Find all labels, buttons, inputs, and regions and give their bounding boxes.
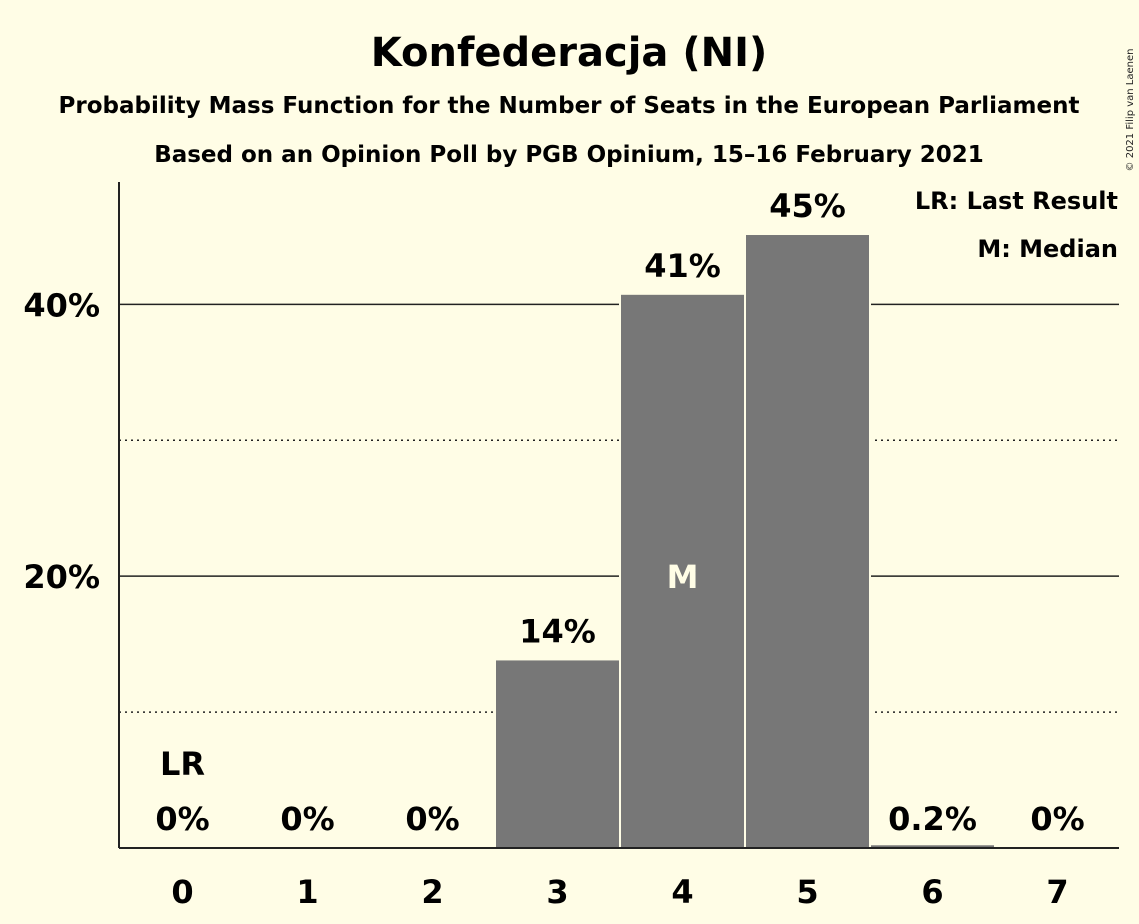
data-label-2: 0%	[405, 800, 459, 838]
bar-3	[496, 660, 619, 848]
axes	[118, 182, 1119, 849]
data-label-6: 0.2%	[888, 800, 977, 838]
data-label-4: 41%	[644, 247, 721, 285]
data-label-0: 0%	[155, 800, 209, 838]
x-tick-label-5: 5	[796, 873, 818, 911]
x-tick-label-2: 2	[421, 873, 443, 911]
copyright-notice: © 2021 Filip van Laenen	[1125, 49, 1136, 172]
x-tick-label-3: 3	[546, 873, 568, 911]
chart-subtitle: Probability Mass Function for the Number…	[59, 93, 1080, 119]
labels: 20% 40% 0% 0 LR 0% 1 0% 2 14% 3 41% 4 M 45% 5 0.2% 6 0% 7	[23, 187, 1084, 911]
bar-5	[746, 235, 869, 848]
bar-4	[621, 294, 744, 848]
bar-6	[871, 845, 994, 848]
x-tick-label-4: 4	[671, 873, 693, 911]
data-label-1: 0%	[280, 800, 334, 838]
y-tick-label: 20%	[23, 558, 100, 596]
last-result-marker: LR	[160, 745, 205, 783]
y-tick-label: 40%	[23, 286, 100, 324]
median-marker: M	[667, 558, 699, 596]
x-tick-label-0: 0	[171, 873, 193, 911]
chart-title: Konfederacja (NI)	[371, 30, 768, 76]
x-tick-label-7: 7	[1046, 873, 1068, 911]
chart-source: Based on an Opinion Poll by PGB Opinium,…	[154, 142, 984, 168]
bars	[494, 233, 996, 848]
x-tick-label-1: 1	[296, 873, 318, 911]
legend-last-result: LR: Last Result	[915, 187, 1118, 215]
data-label-5: 45%	[769, 187, 846, 225]
data-label-3: 14%	[519, 612, 596, 650]
data-label-7: 0%	[1030, 800, 1084, 838]
x-tick-label-6: 6	[921, 873, 943, 911]
legend-median: M: Median	[977, 235, 1118, 263]
